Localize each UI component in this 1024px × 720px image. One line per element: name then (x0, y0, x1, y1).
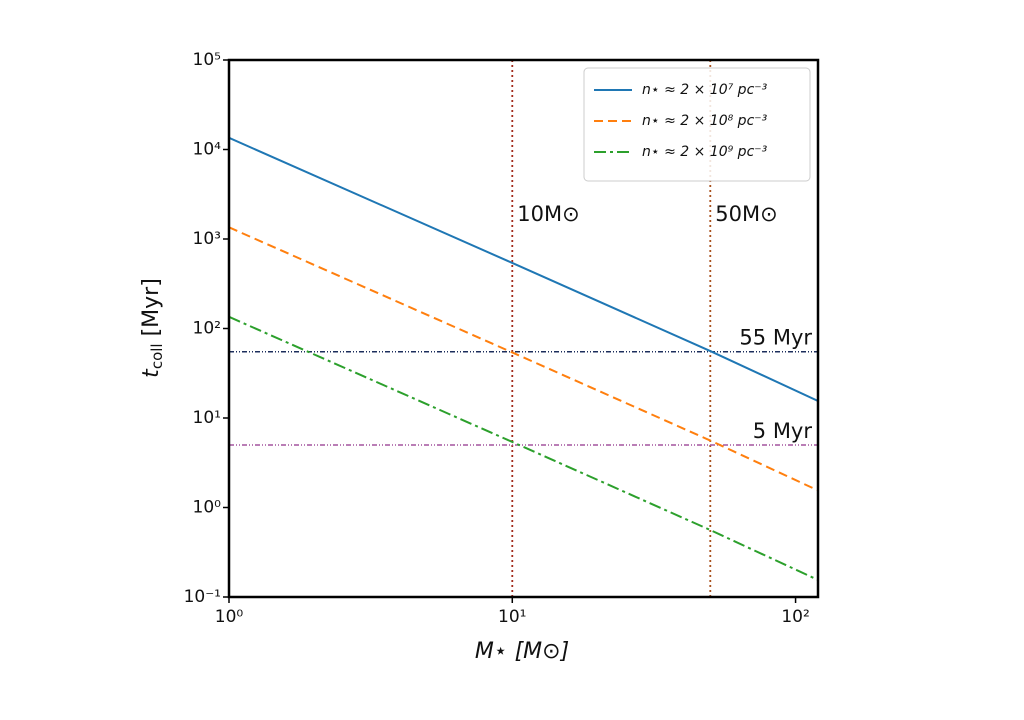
legend-label: n⋆ ≈ 2 × 10⁹ pc⁻³ (642, 144, 768, 160)
y-tick-label: 10² (193, 319, 221, 339)
y-tick-label: 10⁻¹ (184, 587, 221, 607)
y-axis-label: tcoll [Myr] (139, 278, 166, 378)
plot-frame (227, 58, 820, 599)
x-tick-label: 10¹ (498, 607, 526, 627)
y-axis-label-main: t (139, 368, 164, 378)
legend-box (583, 67, 811, 182)
y-tick-label: 10³ (193, 229, 221, 249)
series-line (229, 226, 818, 492)
reference-hline-label: 55 Myr (739, 326, 812, 350)
y-axis-label-sub: coll (148, 343, 166, 369)
y-tick-label: 10⁵ (193, 50, 221, 70)
series-line (229, 136, 818, 402)
x-tick-label: 10² (781, 607, 809, 627)
series-line (229, 315, 818, 581)
reference-vline-label: 50M⊙ (715, 202, 777, 226)
y-tick-label: 10¹ (193, 408, 221, 428)
reference-hline-label: 5 Myr (753, 419, 813, 443)
y-tick-label: 10⁴ (193, 140, 222, 160)
y-tick-label: 10⁰ (193, 498, 222, 518)
y-axis-label-unit: [Myr] (139, 278, 164, 343)
x-tick-label: 10⁰ (215, 607, 244, 627)
legend-label: n⋆ ≈ 2 × 10⁸ pc⁻³ (642, 113, 768, 129)
legend-label: n⋆ ≈ 2 × 10⁷ pc⁻³ (642, 82, 768, 98)
x-axis-label: M⋆ [M⊙] (475, 639, 569, 664)
reference-vline-label: 10M⊙ (517, 202, 579, 226)
